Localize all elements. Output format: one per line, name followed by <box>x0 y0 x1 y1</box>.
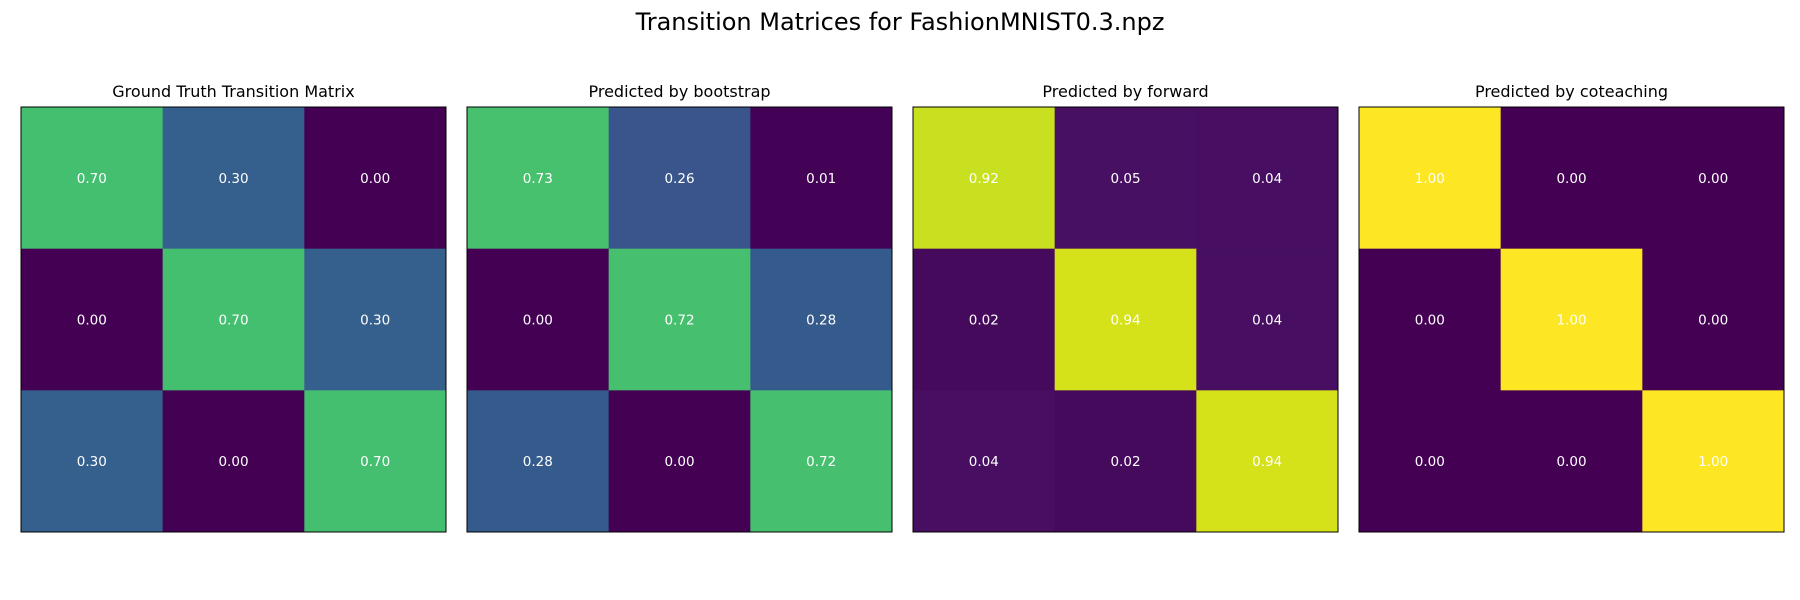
cell-value-label: 1.00 <box>1415 171 1445 187</box>
heatmap-cell <box>608 390 751 533</box>
heatmap-panel-predicted-by-bootstrap: Predicted by bootstrap 0.73 0.26 0.01 0.00 0.… <box>466 82 893 533</box>
cell-value-label: 0.30 <box>218 171 248 187</box>
heatmap-cell <box>162 248 305 391</box>
cell-value-label: 0.28 <box>523 454 553 470</box>
heatmap-cell <box>1500 248 1643 391</box>
cell-value-label: 1.00 <box>1556 313 1586 329</box>
cell-value-label: 0.04 <box>969 454 999 470</box>
cell-value-label: 0.30 <box>360 313 390 329</box>
heatmap-cell <box>21 107 164 250</box>
heatmap-cell <box>913 390 1056 533</box>
cell-value-label: 0.70 <box>218 313 248 329</box>
panel-frame <box>1358 106 1785 533</box>
heatmap-cell <box>1054 390 1197 533</box>
cell-value-label: 0.00 <box>1415 454 1445 470</box>
cell-value-label: 0.01 <box>806 171 836 187</box>
heatmap-cell <box>1642 248 1785 391</box>
heatmap-cell <box>1196 107 1339 250</box>
heatmap-cell <box>467 107 610 250</box>
cell-value-label: 0.00 <box>77 313 107 329</box>
cell-value-label: 0.94 <box>1110 313 1140 329</box>
heatmap-cell <box>304 390 447 533</box>
cell-value-label: 0.00 <box>1698 313 1728 329</box>
cell-value-label: 0.30 <box>77 454 107 470</box>
heatmap-cell <box>1359 107 1502 250</box>
cell-value-label: 0.00 <box>1556 171 1586 187</box>
heatmap-cell <box>913 248 1056 391</box>
heatmap-cell <box>1500 107 1643 250</box>
heatmap-panel-ground-truth-transition-matrix: Ground Truth Transition Matrix 0.70 0.30 0.… <box>20 82 447 533</box>
heatmap-cell <box>467 248 610 391</box>
heatmap-cell <box>1642 390 1785 533</box>
heatmap-cell <box>750 248 893 391</box>
heatmap-cell <box>1359 248 1502 391</box>
heatmap-cell <box>608 107 751 250</box>
cell-value-label: 0.05 <box>1110 171 1140 187</box>
cell-value-label: 0.94 <box>1252 454 1282 470</box>
cell-value-label: 0.00 <box>218 454 248 470</box>
panel-title-predicted-by-coteaching: Predicted by coteaching <box>1475 82 1668 101</box>
heatmap-cell <box>162 107 305 250</box>
heatmap-cell <box>162 390 305 533</box>
cell-value-label: 1.00 <box>1698 454 1728 470</box>
panel-title-predicted-by-bootstrap: Predicted by bootstrap <box>588 82 770 101</box>
heatmap-panels: Ground Truth Transition Matrix 0.70 0.30 0.… <box>20 82 1785 533</box>
cell-value-label: 0.28 <box>806 313 836 329</box>
panel-frame <box>20 106 447 533</box>
cell-value-label: 0.00 <box>1415 313 1445 329</box>
cell-value-label: 0.02 <box>1110 454 1140 470</box>
heatmap-cell <box>304 107 447 250</box>
heatmap-cell <box>1054 248 1197 391</box>
cell-value-label: 0.72 <box>806 454 836 470</box>
cell-value-label: 0.04 <box>1252 171 1282 187</box>
cell-value-label: 0.70 <box>360 454 390 470</box>
cell-value-label: 0.00 <box>1698 171 1728 187</box>
heatmap-cell <box>1196 248 1339 391</box>
cell-value-label: 0.72 <box>664 313 694 329</box>
heatmap-panel-predicted-by-forward: Predicted by forward 0.92 0.05 0.04 0.02 0.94… <box>912 82 1339 533</box>
heatmap-cell <box>913 107 1056 250</box>
heatmap-cell <box>467 390 610 533</box>
heatmap-cell <box>21 390 164 533</box>
panel-title-predicted-by-forward: Predicted by forward <box>1042 82 1208 101</box>
panel-frame <box>466 106 893 533</box>
heatmap-cell <box>1359 390 1502 533</box>
panel-title-ground-truth-transition-matrix: Ground Truth Transition Matrix <box>112 82 354 101</box>
cell-value-label: 0.73 <box>523 171 553 187</box>
cell-value-label: 0.92 <box>969 171 999 187</box>
heatmap-cell <box>750 390 893 533</box>
cell-value-label: 0.04 <box>1252 313 1282 329</box>
heatmap-cell <box>750 107 893 250</box>
cell-value-label: 0.00 <box>664 454 694 470</box>
cell-value-label: 0.00 <box>523 313 553 329</box>
cell-value-label: 0.00 <box>360 171 390 187</box>
heatmap-cell <box>1054 107 1197 250</box>
heatmap-cell <box>1642 107 1785 250</box>
heatmap-cell <box>21 248 164 391</box>
cell-value-label: 0.02 <box>969 313 999 329</box>
figure-title: Transition Matrices for FashionMNIST0.3.… <box>635 8 1165 36</box>
cell-value-label: 0.26 <box>664 171 694 187</box>
cell-value-label: 0.00 <box>1556 454 1586 470</box>
panel-frame <box>912 106 1339 533</box>
heatmap-cell <box>608 248 751 391</box>
cell-value-label: 0.70 <box>77 171 107 187</box>
heatmap-cell <box>1500 390 1643 533</box>
heatmap-cell <box>304 248 447 391</box>
heatmap-cell <box>1196 390 1339 533</box>
heatmap-panel-predicted-by-coteaching: Predicted by coteaching 1.00 0.00 0.00 0.00 1… <box>1358 82 1785 533</box>
